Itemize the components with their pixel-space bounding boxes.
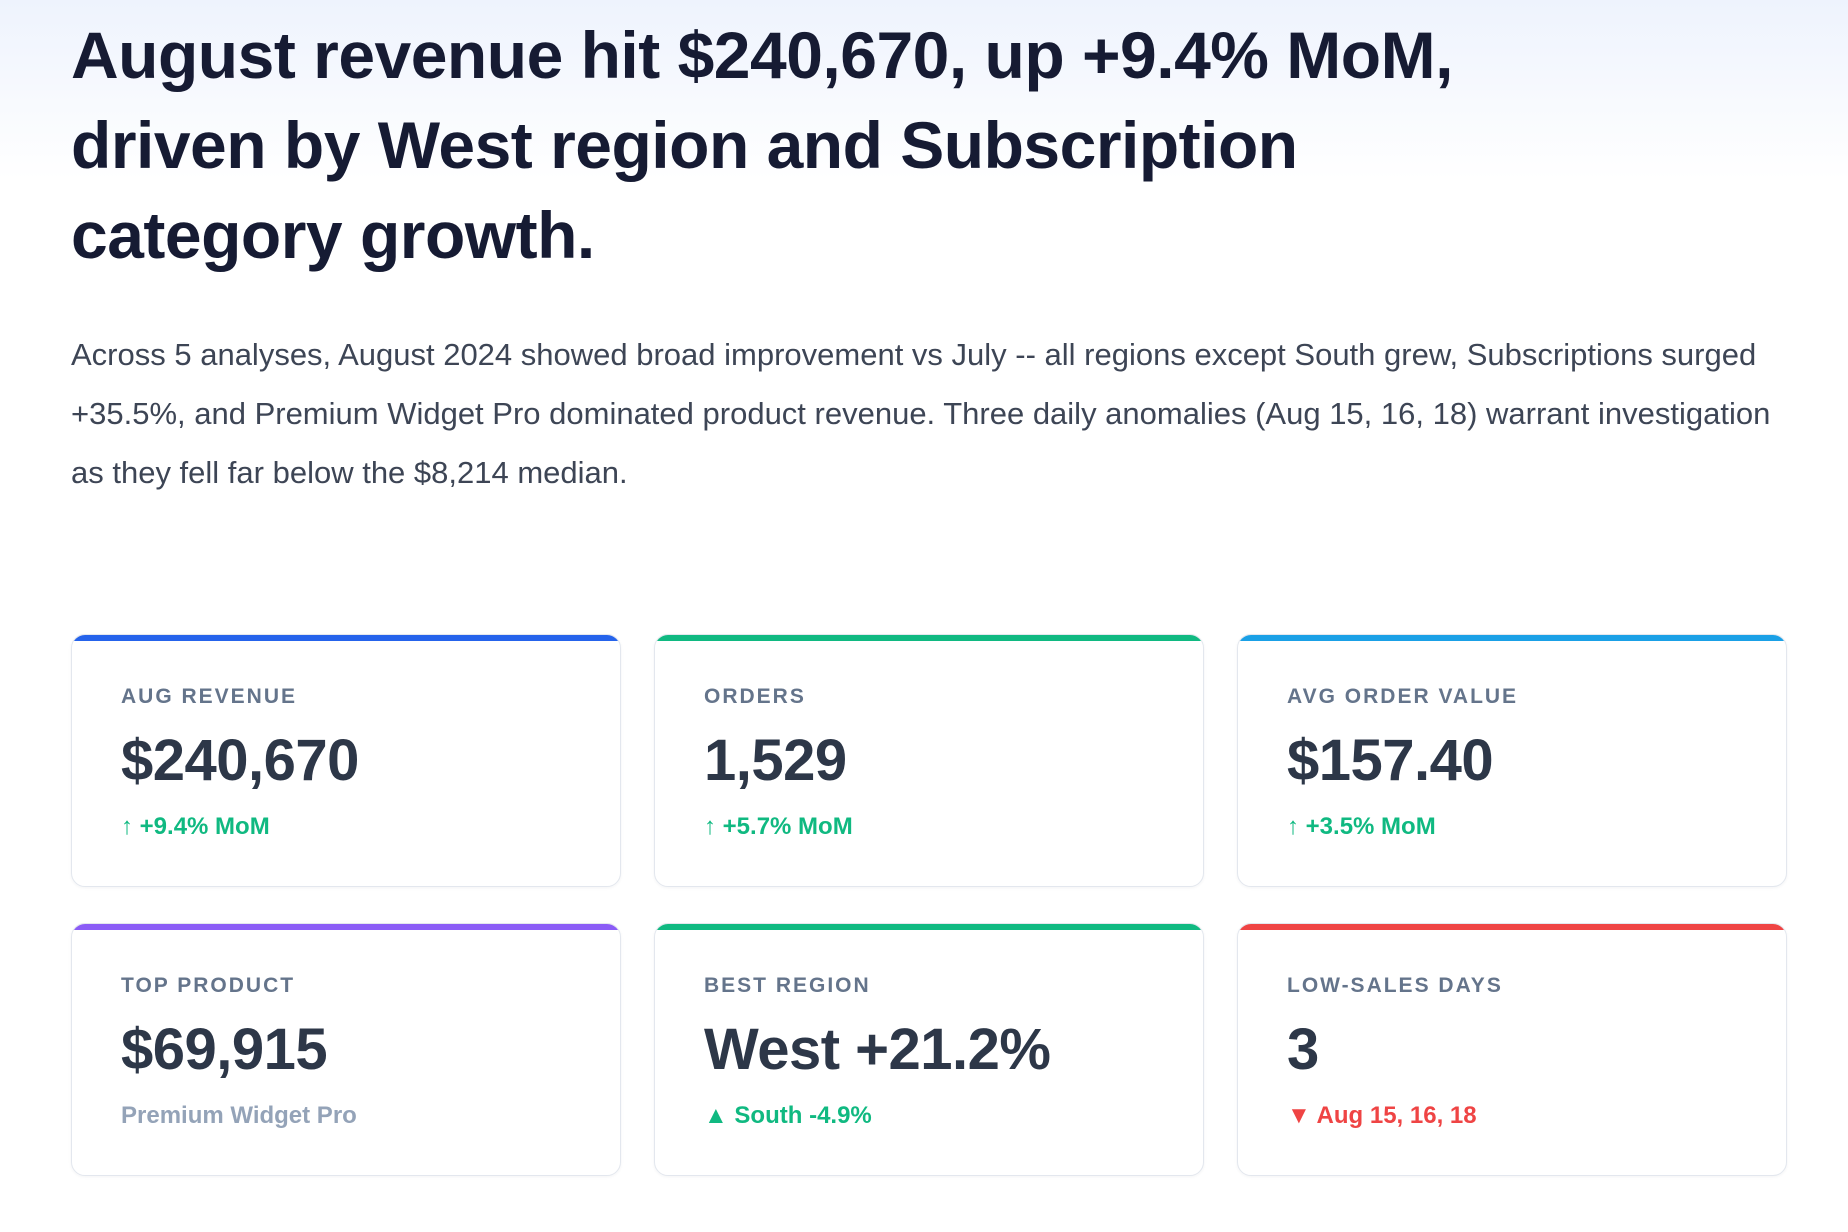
summary: Across 5 analyses, August 2024 showed br… <box>71 337 1771 490</box>
kpi-note: Premium Widget Pro <box>121 1102 357 1129</box>
kpi-note: ▲ South -4.9% <box>704 1102 872 1129</box>
accent-bar <box>72 635 620 641</box>
accent-bar <box>1238 635 1786 641</box>
kpi-card: BEST REGION West +21.2% ▲ South -4.9% <box>654 923 1204 1176</box>
kpi-label: LOW-SALES DAYS <box>1287 974 1503 997</box>
accent-bar <box>72 924 620 930</box>
kpi-note: ▼ Aug 15, 16, 18 <box>1287 1102 1477 1129</box>
kpi-note: ↑ +3.5% MoM <box>1287 813 1436 840</box>
headline: August revenue hit $240,670, up +9.4% Mo… <box>71 18 1453 272</box>
kpi-label: AUG REVENUE <box>121 685 298 708</box>
kpi-card: LOW-SALES DAYS 3 ▼ Aug 15, 16, 18 <box>1237 923 1787 1176</box>
kpi-value: 1,529 <box>704 728 847 793</box>
kpi-value: $69,915 <box>121 1017 328 1082</box>
kpi-note: ↑ +5.7% MoM <box>704 813 853 840</box>
kpi-value: 3 <box>1287 1017 1319 1082</box>
kpi-grid: AUG REVENUE $240,670 ↑ +9.4% MoM ORDERS 1,52… <box>71 634 1787 1176</box>
kpi-label: ORDERS <box>704 685 806 708</box>
kpi-label: BEST REGION <box>704 974 871 997</box>
kpi-value: $157.40 <box>1287 728 1494 793</box>
accent-bar <box>655 635 1203 641</box>
kpi-value: West +21.2% <box>704 1017 1051 1082</box>
kpi-card: AVG ORDER VALUE $157.40 ↑ +3.5% MoM <box>1237 634 1787 887</box>
kpi-note: ↑ +9.4% MoM <box>121 813 270 840</box>
kpi-card: ORDERS 1,529 ↑ +5.7% MoM <box>654 634 1204 887</box>
kpi-card: TOP PRODUCT $69,915 Premium Widget Pro <box>71 923 621 1176</box>
accent-bar <box>1238 924 1786 930</box>
kpi-card: AUG REVENUE $240,670 ↑ +9.4% MoM <box>71 634 621 887</box>
accent-bar <box>655 924 1203 930</box>
kpi-label: AVG ORDER VALUE <box>1287 685 1519 708</box>
kpi-value: $240,670 <box>121 728 359 793</box>
kpi-label: TOP PRODUCT <box>121 974 296 997</box>
